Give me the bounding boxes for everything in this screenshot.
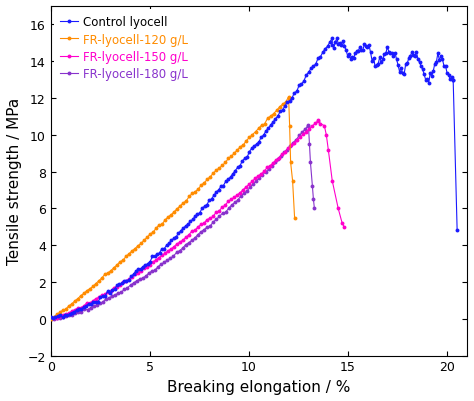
- Line: Control lyocell: Control lyocell: [49, 37, 459, 320]
- FR-lyocell-180 g/L: [48, 316, 54, 321]
- FR-lyocell-180 g/L: [210, 220, 216, 225]
- FR-lyocell-150 g/L: [341, 225, 347, 230]
- Control lyocell: [403, 63, 409, 67]
- Y-axis label: Tensile strength / MPa: Tensile strength / MPa: [7, 98, 22, 265]
- Control lyocell: [48, 315, 54, 320]
- FR-lyocell-180 g/L: [115, 291, 121, 296]
- X-axis label: Breaking elongation / %: Breaking elongation / %: [167, 379, 351, 394]
- FR-lyocell-120 g/L: [286, 96, 292, 101]
- Control lyocell: [171, 237, 177, 241]
- Control lyocell: [449, 76, 455, 81]
- Control lyocell: [334, 37, 340, 42]
- FR-lyocell-180 g/L: [284, 148, 290, 153]
- Line: FR-lyocell-180 g/L: FR-lyocell-180 g/L: [49, 124, 316, 321]
- Control lyocell: [329, 37, 335, 42]
- Legend: Control lyocell, FR-lyocell-120 g/L, FR-lyocell-150 g/L, FR-lyocell-180 g/L: Control lyocell, FR-lyocell-120 g/L, FR-…: [55, 10, 193, 87]
- FR-lyocell-120 g/L: [126, 252, 132, 257]
- FR-lyocell-120 g/L: [286, 95, 292, 100]
- FR-lyocell-120 g/L: [135, 243, 141, 248]
- FR-lyocell-180 g/L: [51, 317, 57, 322]
- FR-lyocell-150 g/L: [117, 283, 123, 288]
- FR-lyocell-150 g/L: [280, 153, 285, 158]
- FR-lyocell-180 g/L: [121, 288, 127, 292]
- FR-lyocell-150 g/L: [48, 317, 54, 322]
- FR-lyocell-180 g/L: [310, 197, 316, 202]
- FR-lyocell-180 g/L: [311, 207, 317, 211]
- FR-lyocell-180 g/L: [306, 124, 311, 128]
- FR-lyocell-120 g/L: [48, 317, 54, 322]
- Line: FR-lyocell-150 g/L: FR-lyocell-150 g/L: [49, 119, 346, 321]
- FR-lyocell-150 g/L: [126, 277, 132, 282]
- FR-lyocell-120 g/L: [90, 284, 96, 289]
- FR-lyocell-150 g/L: [195, 225, 201, 230]
- FR-lyocell-150 g/L: [204, 218, 210, 223]
- FR-lyocell-120 g/L: [174, 207, 180, 212]
- Control lyocell: [50, 316, 56, 321]
- Control lyocell: [454, 229, 460, 233]
- FR-lyocell-120 g/L: [123, 255, 129, 259]
- Control lyocell: [284, 100, 290, 105]
- Line: FR-lyocell-120 g/L: FR-lyocell-120 g/L: [49, 96, 297, 321]
- FR-lyocell-180 g/L: [85, 308, 91, 312]
- FR-lyocell-120 g/L: [292, 216, 297, 221]
- Control lyocell: [299, 82, 304, 87]
- FR-lyocell-150 g/L: [316, 118, 321, 123]
- FR-lyocell-150 g/L: [138, 269, 144, 273]
